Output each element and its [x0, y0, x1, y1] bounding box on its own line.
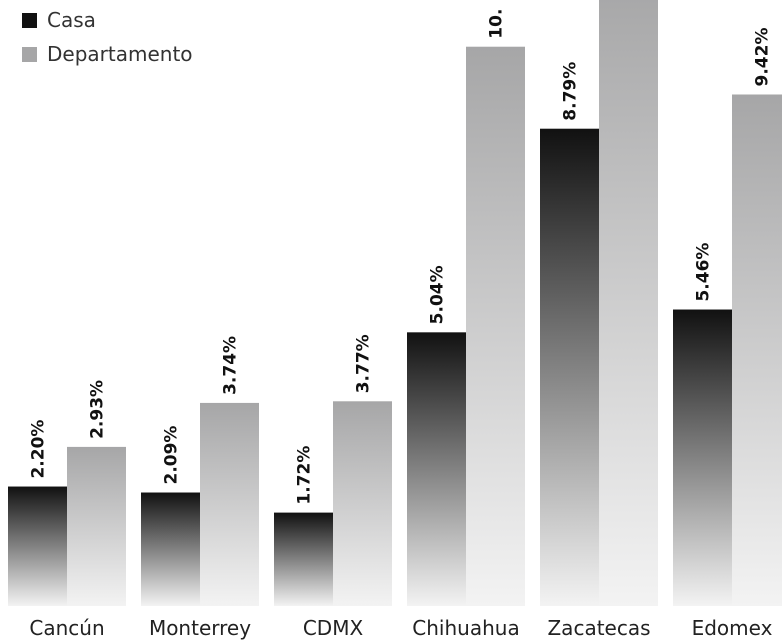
bars-layer [8, 0, 782, 607]
bar-casa-zacatecas[interactable] [540, 128, 599, 606]
value-label-casa-zacatecas: 8.79% [561, 62, 581, 121]
bar-casa-edomex[interactable] [673, 309, 732, 606]
bar-casa-chihuahua[interactable] [407, 332, 466, 606]
value-labels-layer: 2.20% 2.93% 2.09% 3.74% 1.72% 3.77% 5.04% 10. 8.… [29, 9, 773, 505]
category-label-chihuahua: Chihuahua [412, 616, 519, 640]
category-label-monterrey: Monterrey [149, 616, 251, 640]
category-label-zacatecas: Zacatecas [547, 616, 650, 640]
category-labels-layer: Cancún Monterrey CDMX Chihuahua Zacatecas Edo… [29, 616, 772, 640]
bar-departamento-monterrey[interactable] [200, 402, 259, 606]
value-label-departamento-chihuahua: 10. [487, 9, 507, 39]
legend-label-departamento: Departamento [47, 42, 193, 66]
value-label-casa-cdmx: 1.72% [295, 446, 315, 505]
bar-departamento-chihuahua[interactable] [466, 46, 525, 606]
bar-casa-monterrey[interactable] [141, 492, 200, 606]
bar-departamento-cancun[interactable] [67, 446, 126, 606]
bar-departamento-edomex[interactable] [732, 94, 782, 606]
legend-label-casa: Casa [47, 8, 96, 32]
value-label-departamento-cdmx: 3.77% [354, 334, 374, 393]
bar-casa-cdmx[interactable] [274, 512, 333, 606]
bar-departamento-zacatecas[interactable] [599, 0, 658, 607]
category-label-edomex: Edomex [692, 616, 773, 640]
value-label-casa-cancun: 2.20% [29, 420, 49, 479]
legend-item-casa[interactable]: Casa [22, 8, 193, 32]
value-label-casa-chihuahua: 5.04% [428, 265, 448, 324]
legend-swatch-casa [22, 12, 37, 28]
value-label-departamento-cancun: 2.93% [88, 380, 108, 439]
value-label-casa-edomex: 5.46% [694, 243, 714, 302]
bar-casa-cancun[interactable] [8, 486, 67, 606]
category-label-cancun: Cancún [29, 616, 104, 640]
value-label-casa-monterrey: 2.09% [162, 426, 182, 485]
value-label-departamento-edomex: 9.42% [753, 28, 773, 87]
value-label-departamento-monterrey: 3.74% [221, 336, 241, 395]
bar-departamento-cdmx[interactable] [333, 401, 392, 606]
legend-item-departamento[interactable]: Departamento [22, 42, 193, 66]
category-label-cdmx: CDMX [303, 616, 364, 640]
legend: Casa Departamento [22, 8, 193, 76]
legend-swatch-departamento [22, 46, 37, 62]
